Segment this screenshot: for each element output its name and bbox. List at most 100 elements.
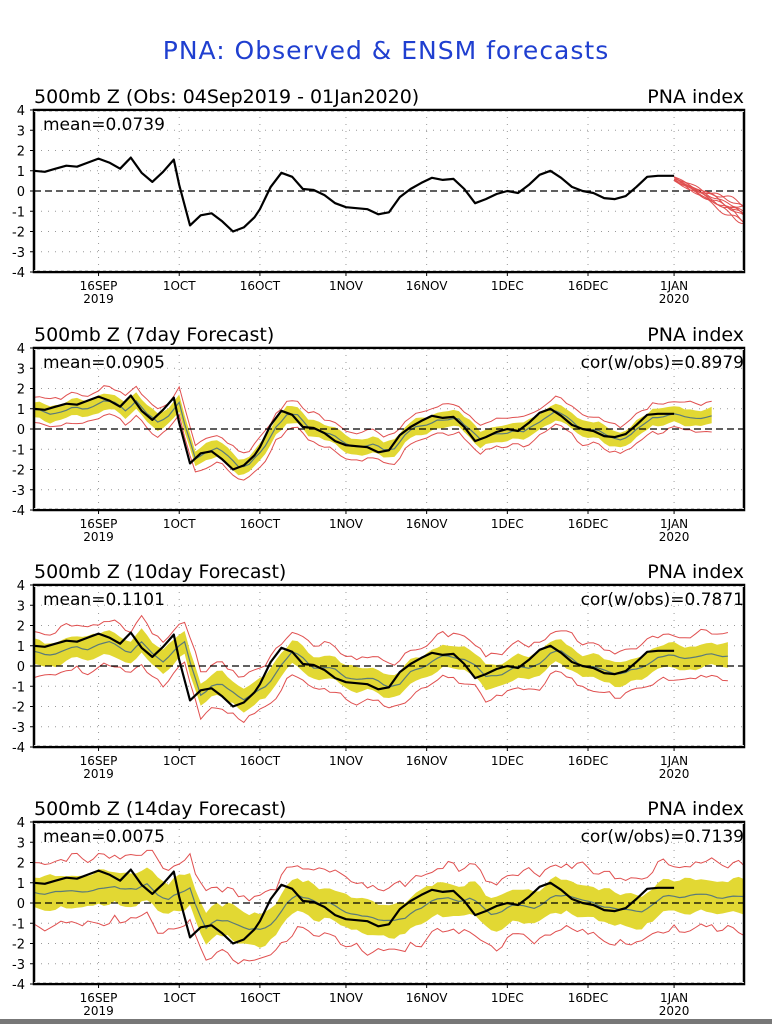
x-tick-label: 1OCT: [163, 279, 196, 293]
y-tick-label: -1: [12, 443, 25, 458]
correlation-stat: cor(w/obs)=0.7139: [581, 827, 744, 847]
y-tick-label: 3: [17, 124, 25, 139]
y-tick-label: -1: [12, 680, 25, 695]
x-tick-label: 1NOV: [329, 991, 364, 1005]
x-tick-label: 1OCT: [163, 991, 196, 1005]
ensemble-min-line: [33, 911, 745, 965]
mean-stat: mean=0.0905: [43, 353, 165, 373]
y-tick-label: 2: [17, 857, 25, 872]
y-tick-label: 2: [17, 620, 25, 635]
ensemble-band: [34, 867, 744, 948]
panel-1: 500mb Z (Obs: 04Sep2019 - 01Jan2020) PNA …: [12, 86, 746, 306]
x-tick-label: 16OCT: [240, 754, 281, 768]
x-tick-label: 1JAN: [660, 279, 688, 293]
y-tick-label: 1: [17, 640, 25, 655]
x-tick-year-label: 2019: [83, 292, 114, 306]
x-tick-label: 16DEC: [568, 991, 608, 1005]
main-title: PNA: Observed & ENSM forecasts: [162, 36, 610, 65]
ensemble-max-line: [33, 614, 729, 678]
observed-line: [33, 394, 675, 471]
x-tick-label: 1JAN: [660, 517, 688, 531]
x-tick-label: 16SEP: [80, 279, 118, 293]
y-tick-label: 1: [17, 165, 25, 180]
x-tick-label: 16NOV: [406, 754, 448, 768]
mean-stat: mean=0.0739: [43, 115, 165, 135]
bottom-border: [0, 1019, 772, 1024]
correlation-stat: cor(w/obs)=0.8979: [581, 353, 744, 373]
y-tick-label: 1: [17, 877, 25, 892]
x-tick-label: 16OCT: [240, 279, 281, 293]
x-tick-label: 1OCT: [163, 754, 196, 768]
panel-right-label: PNA index: [647, 324, 744, 346]
panel-title: 500mb Z (Obs: 04Sep2019 - 01Jan2020): [34, 86, 419, 108]
x-tick-year-label: 2019: [83, 1004, 114, 1018]
panel-right-label: PNA index: [647, 86, 744, 108]
x-tick-label: 1DEC: [491, 279, 524, 293]
y-tick-label: -3: [12, 484, 25, 499]
y-tick-label: 4: [17, 816, 25, 831]
y-tick-label: 0: [17, 660, 25, 675]
x-tick-label: 1NOV: [329, 754, 364, 768]
panel-title: 500mb Z (14day Forecast): [34, 798, 286, 820]
y-tick-label: -3: [12, 246, 25, 261]
x-tick-label: 16OCT: [240, 517, 281, 531]
y-tick-label: -4: [12, 266, 25, 281]
forecast-member-line: [673, 179, 745, 224]
y-tick-label: 2: [17, 383, 25, 398]
x-tick-label: 1JAN: [660, 991, 688, 1005]
y-tick-label: 4: [17, 104, 25, 119]
panel-right-label: PNA index: [647, 561, 744, 583]
x-tick-label: 16NOV: [406, 517, 448, 531]
y-tick-label: -1: [12, 917, 25, 932]
x-tick-label: 1DEC: [491, 754, 524, 768]
correlation-stat: cor(w/obs)=0.7871: [581, 590, 744, 610]
ensemble-mean-line: [33, 400, 712, 468]
panel-title: 500mb Z (10day Forecast): [34, 561, 286, 583]
ensemble-band: [34, 628, 728, 713]
y-tick-label: -2: [12, 464, 25, 479]
mean-stat: mean=0.1101: [43, 590, 165, 610]
x-tick-label: 16OCT: [240, 991, 281, 1005]
x-tick-year-label: 2020: [659, 530, 690, 544]
x-tick-year-label: 2020: [659, 767, 690, 781]
x-tick-year-label: 2019: [83, 530, 114, 544]
y-tick-label: 1: [17, 403, 25, 418]
x-tick-label: 1NOV: [329, 517, 364, 531]
ensemble-max-line: [33, 849, 745, 902]
y-tick-label: 0: [17, 423, 25, 438]
x-tick-label: 16DEC: [568, 754, 608, 768]
y-tick-label: 3: [17, 362, 25, 377]
x-tick-label: 1NOV: [329, 279, 364, 293]
panel-3: 500mb Z (10day Forecast) PNA index 4 3 2 1 0 -1…: [12, 561, 746, 781]
y-tick-label: -2: [12, 226, 25, 241]
x-tick-label: 1DEC: [491, 517, 524, 531]
panel-right-label: PNA index: [647, 798, 744, 820]
x-tick-label: 1DEC: [491, 991, 524, 1005]
y-tick-label: 0: [17, 185, 25, 200]
x-tick-label: 16NOV: [406, 279, 448, 293]
x-tick-year-label: 2020: [659, 292, 690, 306]
x-tick-label: 16DEC: [568, 517, 608, 531]
x-tick-label: 1JAN: [660, 754, 688, 768]
panel-title: 500mb Z (7day Forecast): [34, 324, 274, 346]
y-tick-label: -2: [12, 701, 25, 716]
observed-line: [33, 868, 675, 945]
y-tick-label: -1: [12, 205, 25, 220]
y-tick-label: 3: [17, 836, 25, 851]
y-tick-label: 4: [17, 579, 25, 594]
x-tick-label: 1OCT: [163, 517, 196, 531]
y-tick-label: 2: [17, 145, 25, 160]
x-tick-label: 16SEP: [80, 991, 118, 1005]
observed-line: [33, 156, 675, 233]
ensemble-max-line: [33, 385, 712, 454]
y-tick-label: 0: [17, 897, 25, 912]
panel-4: 500mb Z (14day Forecast) PNA index 4 3 2 1 0 -1…: [12, 798, 746, 1018]
x-tick-label: 16DEC: [568, 279, 608, 293]
observed-line: [33, 631, 675, 708]
y-tick-label: -3: [12, 958, 25, 973]
y-tick-label: -4: [12, 741, 25, 756]
ensemble-band: [34, 392, 712, 476]
forecast-member-line: [673, 176, 745, 208]
x-tick-year-label: 2019: [83, 767, 114, 781]
